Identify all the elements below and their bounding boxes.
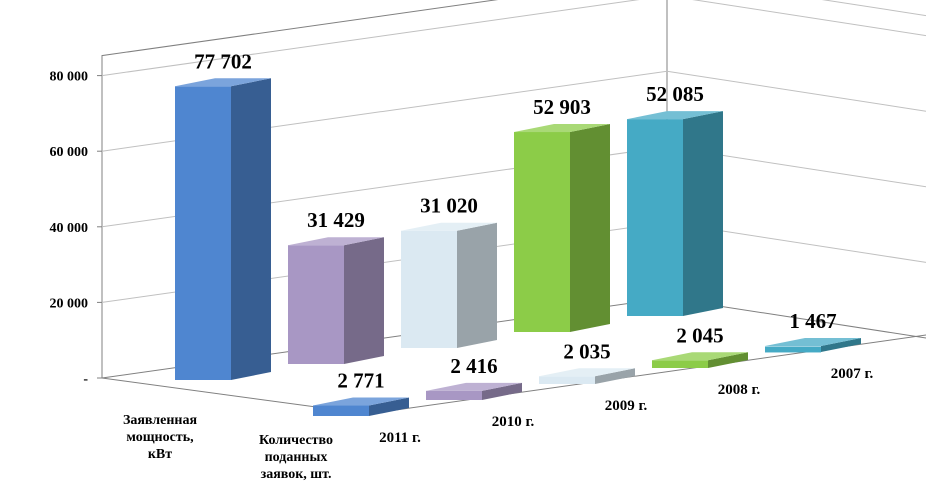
y-tick-label: 40 000 [50,221,89,236]
depth-axis-label: 2007 г. [831,366,874,382]
bar-2011-г-power [175,78,271,380]
gridline [101,0,926,77]
bar-front-face [401,230,457,348]
depth-axis-label: 2009 г. [605,398,648,414]
bar-front-face [627,119,683,316]
bar-front-face [426,390,482,400]
data-label: 52 085 [646,82,704,106]
data-labels: 52 085 1 467 52 903 2 045 31 020 2 035 31 429 2… [194,49,837,392]
depth-axis-label: 2010 г. [492,414,535,430]
depth-axis-labels: 2011 г. 2010 г. 2009 г. 2008 г. 2007 г. [379,366,873,446]
gridline [101,70,926,152]
chart-bars [175,78,861,416]
bar-side-face [595,368,635,384]
bar-2009-г-power [401,222,497,348]
bar-top-face [765,338,861,346]
data-label: 2 045 [676,323,723,347]
bar-2007-г-count [765,338,861,353]
bar-2010-г-count [426,382,522,400]
x-axis-label: Заявленная мощность, кВт [123,413,198,462]
data-label: 1 467 [789,309,836,333]
bar-top-face [288,237,384,246]
bar-front-face [652,360,708,368]
bar-front-face [514,132,570,332]
depth-axis-label: 2011 г. [379,430,421,446]
bar-2007-г-power [627,111,723,316]
data-label: 2 771 [337,369,384,393]
bar-top-face [652,352,748,361]
bar-side-face [482,382,522,400]
bar-top-face [627,111,723,120]
bar-side-face [570,124,610,332]
bar-2010-г-power [288,237,384,364]
y-tick-label: 20 000 [50,296,89,311]
bar-top-face [401,222,497,231]
y-axis-ticks: - 20 000 40 000 60 000 80 000 [50,70,102,387]
bar-2008-г-count [652,352,748,368]
bar-side-face [708,352,748,368]
data-label: 31 020 [420,194,478,218]
x-axis-label: Количество поданных заявок, шт. [259,433,333,482]
bar-top-face [539,368,635,377]
bar-side-face [231,78,271,380]
bar-top-face [175,78,271,87]
data-label: 2 035 [563,339,610,363]
bar-side-face [457,222,497,348]
y-tick-label: 80 000 [50,70,89,85]
y-tick-label: 60 000 [50,145,89,160]
bar-side-face [344,237,384,364]
data-label: 2 416 [450,354,497,378]
bar-front-face [765,346,821,353]
bar-2008-г-power [514,124,610,332]
bar-front-face [288,245,344,364]
depth-axis-label: 2008 г. [718,382,761,398]
bar-2011-г-count [313,397,409,416]
back-wall-top-edge [821,0,926,17]
x-axis-labels: Заявленная мощность, кВт Количество поданных… [123,413,333,482]
bar-front-face [175,86,231,380]
y-tick-label: - [83,372,88,387]
bar-front-face [539,376,595,384]
data-label: 77 702 [194,49,252,73]
bar-side-face [369,397,409,416]
data-label: 31 429 [307,208,365,232]
bar-2009-г-count [539,368,635,384]
bar-side-face [683,111,723,316]
bar-side-face [821,338,861,352]
bar-top-face [426,382,522,391]
bar-front-face [313,405,369,416]
bar-top-face [514,124,610,133]
bar-top-face [313,397,409,406]
data-label: 52 903 [533,95,591,119]
